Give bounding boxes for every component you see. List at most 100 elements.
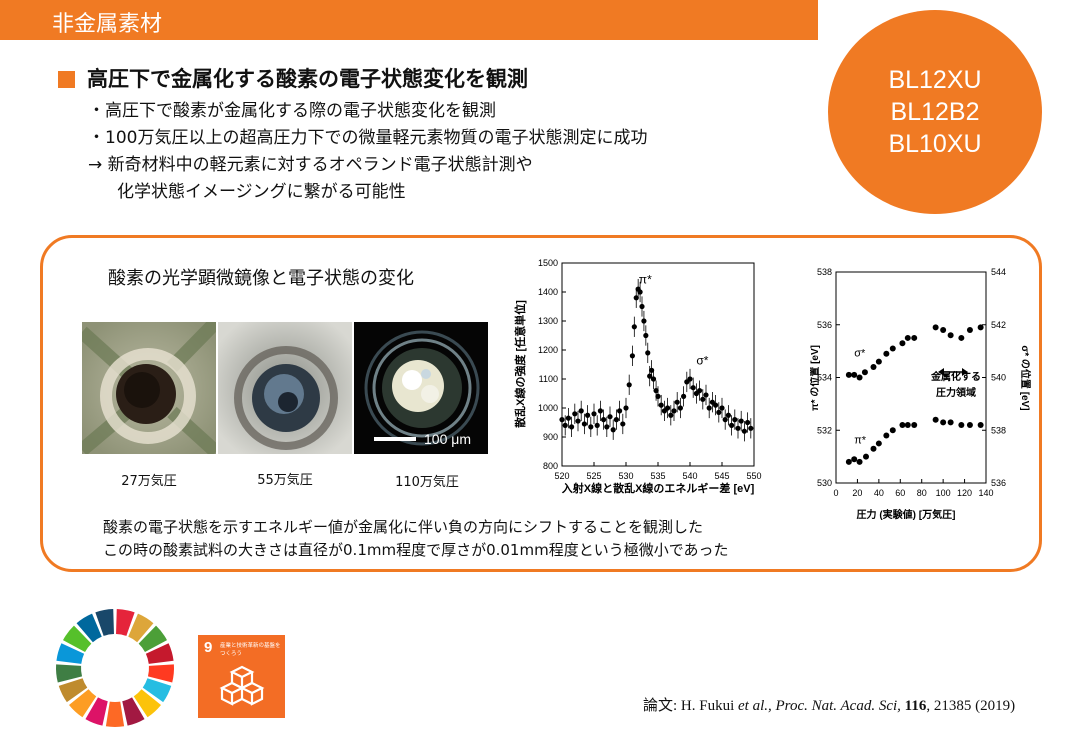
metallization-label-2: 圧力領域	[936, 386, 976, 399]
data-point	[732, 417, 738, 423]
data-point	[966, 327, 973, 334]
data-point	[845, 458, 852, 465]
headline-marker	[58, 71, 75, 88]
data-point	[932, 416, 939, 423]
sdg-wheel-segment	[58, 678, 88, 703]
spectrum-ylabel: 散乱X線の強度 [任意単位]	[513, 300, 527, 428]
data-point	[697, 388, 703, 394]
data-point	[870, 363, 877, 370]
data-point	[947, 332, 954, 339]
x-tick-label: 545	[714, 471, 729, 481]
data-point	[633, 295, 639, 301]
data-point	[703, 392, 709, 398]
data-point	[653, 388, 659, 394]
sdg-wheel-segment	[85, 697, 108, 726]
data-point	[620, 421, 626, 427]
data-point	[706, 405, 712, 411]
data-point	[665, 405, 671, 411]
x-tick-label: 535	[650, 471, 665, 481]
data-point	[899, 421, 906, 428]
data-point	[889, 345, 896, 352]
sdg-goal-text: 産業と技術革新の基盤をつくろう	[220, 643, 281, 657]
cubes-icon	[219, 665, 265, 706]
photo-label-110: 110万気圧	[395, 475, 459, 490]
data-point	[637, 289, 643, 295]
data-point	[647, 373, 653, 379]
data-point	[578, 408, 584, 414]
data-point	[738, 418, 744, 424]
y-tick-label: 900	[543, 432, 558, 442]
header-bar	[0, 0, 818, 40]
data-point	[870, 445, 877, 452]
data-point	[650, 376, 657, 382]
sdg-wheel-segment	[138, 625, 167, 652]
data-point	[958, 334, 965, 341]
y-tick-label: 1200	[538, 345, 558, 355]
sdg-wheel-segment	[76, 613, 102, 643]
data-point	[741, 428, 747, 434]
data-point	[575, 418, 581, 424]
data-point	[597, 408, 603, 414]
data-point	[613, 417, 619, 423]
data-point	[655, 393, 661, 399]
citation-journal: , Proc. Nat. Acad. Sci,	[768, 698, 905, 714]
citation: 論文: H. Fukui et al., Proc. Nat. Acad. Sc…	[643, 694, 1015, 715]
optical-title: 酸素の光学顕微鏡像と電子状態の変化	[108, 268, 414, 289]
category-title: 非金属素材	[52, 12, 163, 37]
data-point	[856, 374, 863, 381]
x-tick-label: 540	[682, 471, 697, 481]
data-point	[572, 411, 578, 417]
citation-authors: H. Fukui	[680, 698, 739, 714]
citation-prefix: 論文:	[643, 698, 681, 714]
sdg-wheel-segment	[55, 664, 83, 683]
data-point	[845, 371, 852, 378]
data-point	[645, 350, 651, 356]
data-point	[668, 412, 674, 418]
data-point	[674, 399, 680, 405]
data-point	[607, 414, 613, 420]
headline: 高圧下で金属化する酸素の電子状態変化を観測	[87, 67, 528, 91]
data-point	[748, 425, 754, 431]
data-point	[643, 332, 649, 339]
y-tick-label: 536	[817, 320, 832, 330]
spectrum-xlabel: 入射X線と散乱X線のエネルギー差 [eV]	[562, 481, 755, 495]
data-point	[966, 421, 973, 428]
sdg-wheel-segment	[147, 664, 175, 683]
data-point	[713, 402, 719, 408]
data-point	[565, 415, 571, 421]
photo-label-27: 27万気圧	[121, 474, 177, 489]
y-tick-label: 532	[817, 425, 832, 435]
data-point	[899, 340, 906, 347]
data-point	[569, 424, 575, 430]
y-tick-label: 1500	[538, 258, 558, 268]
sdg-goal-9-tile: 9 産業と技術革新の基盤をつくろう	[198, 635, 285, 718]
data-point	[729, 422, 735, 428]
data-point	[719, 405, 725, 411]
data-point	[641, 318, 647, 324]
data-point	[690, 385, 696, 391]
sdg-wheel-segment	[122, 697, 145, 726]
data-point	[883, 432, 890, 439]
citation-volume: 116	[904, 698, 927, 714]
photo-label-55: 55万気圧	[257, 473, 313, 488]
sigma-star-series-label: σ*	[854, 347, 866, 359]
data-point	[588, 424, 594, 430]
x-tick-label: 80	[917, 488, 927, 498]
x-tick-label: 40	[874, 488, 884, 498]
data-point	[617, 408, 623, 414]
pi-star-annotation: π*	[639, 272, 652, 286]
data-point	[851, 456, 858, 463]
sdg-goal-number: 9	[204, 639, 213, 656]
conclusion-line-2: この時の酸素試料の大きさは直径が0.1mm程度で厚さが0.01mm程度という極微…	[103, 541, 729, 559]
data-point	[626, 382, 632, 388]
sdg-wheel-segment	[63, 625, 92, 652]
sdg-wheel-segment	[128, 613, 154, 643]
beamline-badge: BL12XU BL12B2 BL10XU	[828, 10, 1042, 214]
data-point	[856, 458, 863, 465]
beamline-2: BL12B2	[890, 98, 980, 126]
data-point	[639, 303, 645, 310]
data-point	[677, 405, 683, 411]
bullet-1: ・高圧下で酸素が金属化する際の電子状態変化を観測	[88, 101, 496, 121]
data-point	[940, 327, 947, 334]
sigma-star-annotation: σ*	[696, 354, 708, 368]
